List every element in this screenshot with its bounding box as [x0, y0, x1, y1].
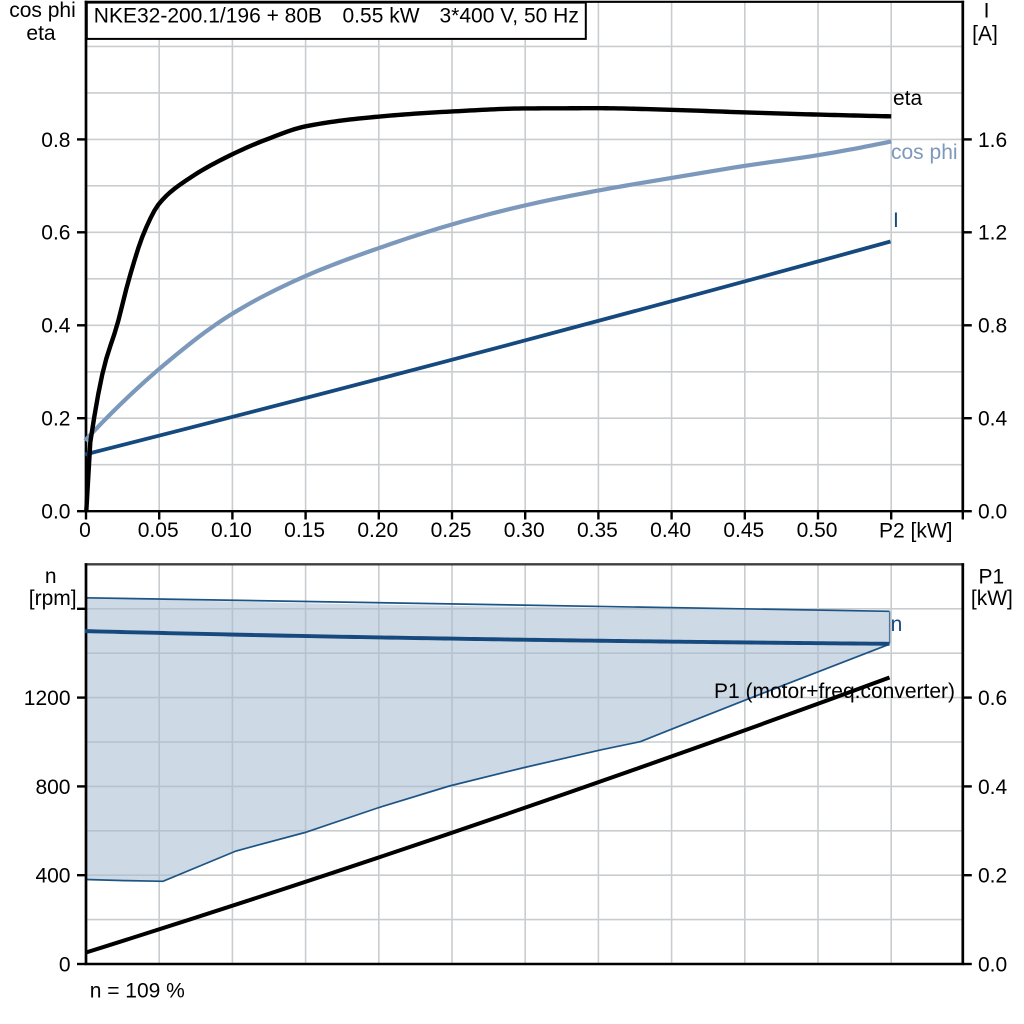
svg-text:0.6: 0.6	[41, 222, 70, 245]
svg-text:0.10: 0.10	[211, 519, 252, 542]
svg-text:[kW]: [kW]	[971, 587, 1013, 610]
svg-text:0.50: 0.50	[797, 519, 838, 542]
svg-text:1.2: 1.2	[978, 222, 1007, 245]
svg-text:n: n	[891, 613, 903, 636]
svg-text:I: I	[893, 209, 899, 232]
svg-text:eta: eta	[26, 22, 56, 45]
svg-text:[rpm]: [rpm]	[29, 587, 77, 610]
svg-text:n: n	[45, 565, 57, 588]
svg-text:0.35: 0.35	[577, 519, 618, 542]
svg-text:0.4: 0.4	[978, 408, 1008, 431]
svg-text:0.25: 0.25	[431, 519, 472, 542]
svg-text:cos phi: cos phi	[9, 0, 76, 22]
svg-text:P1: P1	[978, 565, 1004, 588]
svg-text:cos phi: cos phi	[891, 141, 958, 164]
svg-text:3*400 V, 50 Hz: 3*400 V, 50 Hz	[440, 5, 579, 28]
svg-text:0.15: 0.15	[284, 519, 325, 542]
svg-text:0.30: 0.30	[504, 519, 545, 542]
svg-text:NKE32-200.1/196 + 80B: NKE32-200.1/196 + 80B	[94, 5, 322, 28]
svg-text:[A]: [A]	[972, 22, 998, 45]
svg-text:0.8: 0.8	[978, 315, 1007, 338]
svg-text:1.6: 1.6	[978, 129, 1007, 152]
svg-text:0.4: 0.4	[978, 776, 1008, 799]
svg-text:0.55 kW: 0.55 kW	[343, 5, 420, 28]
svg-text:0.45: 0.45	[723, 519, 764, 542]
svg-text:0.8: 0.8	[41, 129, 70, 152]
svg-text:0.6: 0.6	[978, 687, 1007, 710]
svg-text:0: 0	[79, 519, 91, 542]
svg-text:P1 (motor+freq.converter): P1 (motor+freq.converter)	[714, 680, 955, 703]
svg-text:0.20: 0.20	[357, 519, 398, 542]
svg-text:0.0: 0.0	[978, 501, 1007, 524]
svg-text:0.0: 0.0	[41, 501, 70, 524]
svg-text:800: 800	[35, 776, 70, 799]
svg-text:eta: eta	[893, 87, 923, 110]
svg-text:0.40: 0.40	[650, 519, 691, 542]
svg-text:0: 0	[59, 953, 71, 976]
svg-text:400: 400	[35, 865, 70, 888]
svg-text:0.05: 0.05	[138, 519, 179, 542]
svg-text:0.2: 0.2	[978, 865, 1007, 888]
svg-text:0.0: 0.0	[978, 953, 1007, 976]
svg-text:P2 [kW]: P2 [kW]	[879, 520, 953, 543]
svg-text:n = 109 %: n = 109 %	[90, 980, 185, 1003]
svg-text:0.4: 0.4	[41, 315, 71, 338]
svg-text:I: I	[984, 0, 990, 23]
svg-text:0.2: 0.2	[41, 408, 70, 431]
svg-text:1200: 1200	[24, 687, 71, 710]
